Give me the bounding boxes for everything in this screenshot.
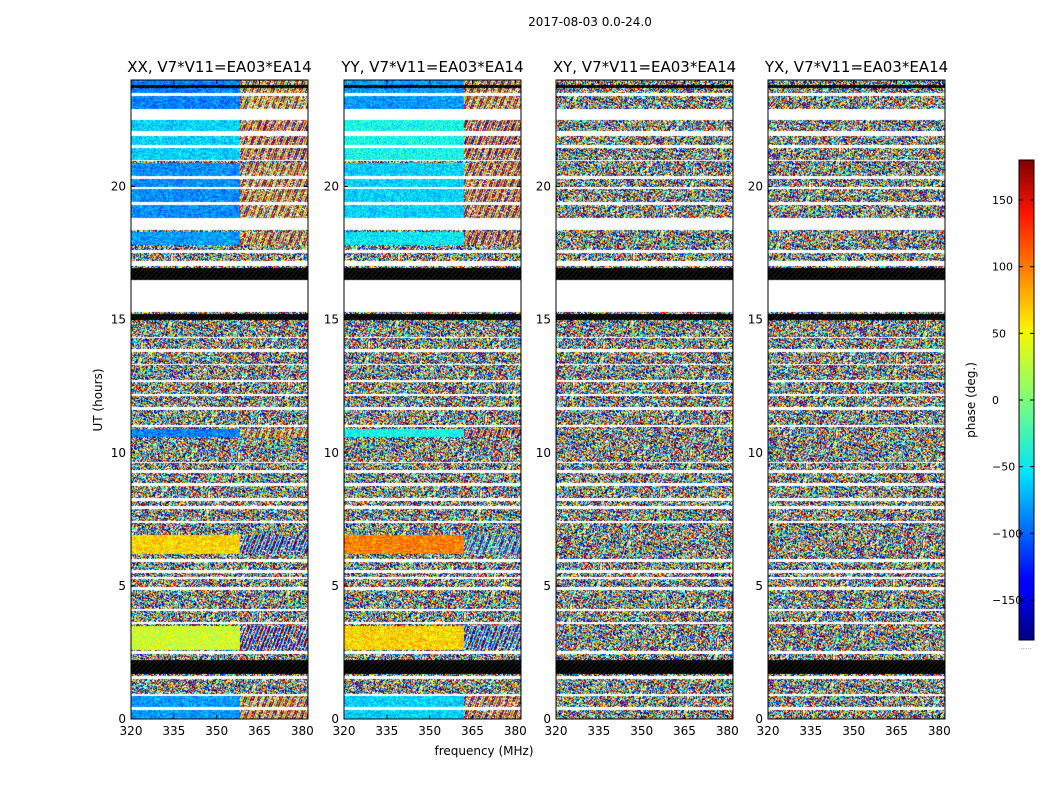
x-tick-label: 335 [375,724,398,738]
panel-title: YY, V7*V11=EA03*EA14 [340,58,523,76]
panel-frame [767,79,946,720]
x-tick-label: 320 [333,724,356,738]
panel-frame [130,79,309,720]
x-tick-label: 350 [630,724,653,738]
panel-frame [343,79,522,720]
panel-1: XX, V7*V11=EA03*EA14 320 335 350 365 380 0 5 10 1… [111,58,314,738]
y-tick-label: 10 [536,446,551,460]
y-tick-label: 0 [755,712,763,726]
x-tick-label: 380 [716,724,739,738]
y-tick-label: 10 [748,446,763,460]
y-tick-label: 15 [748,313,763,327]
y-tick-label: 15 [111,313,126,327]
y-tick-label: 20 [324,180,339,194]
y-tick-label: 20 [536,180,551,194]
y-tick-label: 5 [755,579,763,593]
colorbar-tick-label: −50 [992,461,1015,474]
colorbar: 150 100 50 0 −50 −100 −150 phase (deg.) ..... [964,159,1035,651]
phase-heatmap-canvas [556,80,733,719]
x-tick-label: 365 [248,724,271,738]
x-tick-label: 320 [545,724,568,738]
phase-heatmap-canvas [768,80,945,719]
panel-title: XY, V7*V11=EA03*EA14 [553,58,736,76]
figure-suptitle: 2017-08-03 0.0-24.0 [528,15,652,29]
x-tick-label: 350 [418,724,441,738]
panel-frame [555,79,734,720]
y-tick-label: 5 [543,579,551,593]
y-tick-label: 15 [324,313,339,327]
y-axis-label: UT (hours) [91,368,105,431]
colorbar-extra-label: ..... [1020,643,1031,651]
panel-heatmap [131,80,308,719]
colorbar-tick-label: 100 [992,261,1013,274]
panel-4: YX, V7*V11=EA03*EA14 320 335 350 365 380 0 5 10 1… [748,58,951,738]
y-tick-label: 10 [324,446,339,460]
y-tick-label: 5 [118,579,126,593]
panels-layer: XX, V7*V11=EA03*EA14 320 335 350 365 380 0 5 10 1… [111,58,951,738]
y-tick-label: 10 [111,446,126,460]
x-tick-label: 380 [504,724,527,738]
x-tick-label: 380 [291,724,314,738]
panel-heatmap [768,80,945,719]
colorbar-label: phase (deg.) [964,362,978,438]
x-tick-label: 350 [205,724,228,738]
x-tick-label: 365 [673,724,696,738]
x-tick-label: 350 [842,724,865,738]
x-tick-label: 365 [461,724,484,738]
panel-heatmap [556,80,733,719]
colorbar-tick-label: 50 [992,327,1006,340]
y-tick-label: 0 [543,712,551,726]
y-tick-label: 5 [331,579,339,593]
panel-heatmap [344,80,521,719]
y-tick-label: 0 [331,712,339,726]
colorbar-tick-label: 150 [992,194,1013,207]
panel-3: XY, V7*V11=EA03*EA14 320 335 350 365 380 0 5 10 1… [536,58,739,738]
x-axis-label: frequency (MHz) [434,744,533,758]
x-tick-label: 380 [928,724,951,738]
y-tick-label: 15 [536,313,551,327]
colorbar-tick-label: −100 [992,527,1022,540]
x-tick-label: 320 [757,724,780,738]
phase-heatmap-canvas [131,80,308,719]
x-tick-label: 365 [885,724,908,738]
x-tick-label: 335 [799,724,822,738]
y-tick-label: 0 [118,712,126,726]
colorbar-tick-label: 0 [992,394,999,407]
y-tick-label: 20 [748,180,763,194]
y-tick-label: 20 [111,180,126,194]
panel-2: YY, V7*V11=EA03*EA14 320 335 350 365 380 0 5 10 1… [324,58,527,738]
colorbar-ticks: 150 100 50 0 −50 −100 −150 [992,194,1034,607]
panel-title: XX, V7*V11=EA03*EA14 [127,58,311,76]
x-tick-label: 335 [162,724,185,738]
panel-title: YX, V7*V11=EA03*EA14 [764,58,948,76]
phase-heatmap-canvas [344,80,521,719]
colorbar-tick-label: −150 [992,594,1022,607]
x-tick-label: 320 [120,724,143,738]
x-tick-label: 335 [587,724,610,738]
